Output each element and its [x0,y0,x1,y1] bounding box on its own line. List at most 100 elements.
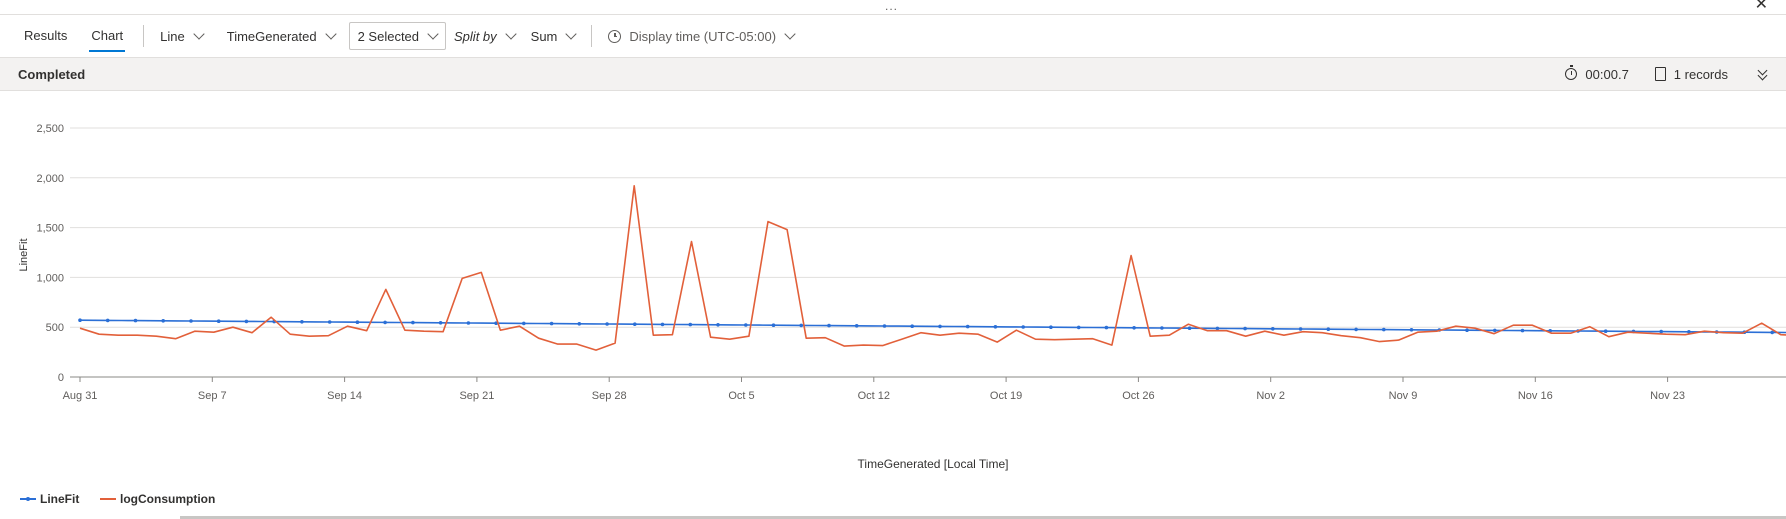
expand-chevron-icon[interactable] [1756,65,1770,81]
data-point [1187,326,1192,330]
chevron-down-icon [324,28,337,40]
legend-label-logconsumption: logConsumption [120,492,215,506]
chart-type-label: Line [160,28,185,44]
data-point [1021,325,1025,329]
x-axis-label: TimeGenerated [Local Time] [858,457,1009,471]
aggregation-label: Sum [530,28,558,44]
window-top-strip: ... ✕ [0,0,1786,15]
data-point [1493,328,1497,333]
data-point [300,320,304,324]
y-tick-label: 0 [58,372,64,384]
data-point [411,320,415,325]
data-point [1049,325,1053,329]
data-point [133,318,138,323]
y-columns-dropdown[interactable]: 2 Selected [348,22,447,50]
split-by-label: Split by [454,28,497,44]
data-point [938,324,942,329]
data-point [744,323,748,327]
data-point [438,321,443,325]
x-tick-label: Nov 9 [1389,390,1418,402]
data-point [1326,327,1331,331]
y-tick-label: 1,000 [36,272,64,284]
data-point [799,323,803,328]
data-point [1354,327,1358,332]
series-line-logconsumption [79,185,1786,351]
aggregation-dropdown[interactable]: Sum [523,22,584,50]
x-tick-label: Oct 5 [728,390,754,402]
close-icon[interactable]: ✕ [1754,0,1768,13]
data-point [1132,326,1136,330]
chart-area: 0 500 1,000 1,500 2,000 2,500 Aug 31 Sep 7 Sep … [0,92,1786,512]
chevron-down-icon [193,28,205,40]
data-point [466,321,471,325]
legend-item-logconsumption[interactable]: logConsumption [100,492,215,506]
data-point [383,320,387,325]
x-tick-label: Sep 28 [592,390,627,402]
data-point [244,319,249,324]
data-point [522,321,526,326]
toolbar-divider [591,25,593,47]
data-point [1215,326,1220,331]
display-time-label: Display time (UTC-05:00) [629,28,777,44]
data-point [1520,328,1525,333]
data-point [1770,330,1774,335]
data-point [161,319,165,323]
horizontal-scrollbar[interactable] [180,516,1786,519]
y-tick-label: 2,000 [36,173,64,185]
data-point [355,320,360,324]
data-point [827,323,831,328]
y-axis-ticks: 0 500 1,000 1,500 2,000 2,500 [36,123,64,384]
x-axis-ticks: Aug 31 Sep 7 Sep 14 Sep 21 Sep 28 Oct 5 Oct 12… [63,377,1685,402]
y-tick-label: 2,500 [36,123,64,135]
data-point [993,325,998,329]
chevron-down-icon [784,28,796,40]
x-column-label: TimeGenerated [226,28,317,44]
data-point [1409,328,1414,332]
tab-chart[interactable]: Chart [79,18,135,54]
data-point [1382,327,1386,332]
legend-item-linefit[interactable]: LineFit [20,492,79,506]
query-status-bar: Completed 00:00.7 1 records [0,57,1786,91]
chart-toolbar: Results Chart Line TimeGenerated 2 Selec… [0,18,1786,54]
line-chart: 0 500 1,000 1,500 2,000 2,500 Aug 31 Sep 7 Sep … [18,123,1786,506]
display-time-dropdown[interactable]: Display time (UTC-05:00) [600,22,802,50]
data-point [771,323,776,327]
data-point [1687,330,1691,334]
chevron-down-icon [504,28,517,40]
data-point [78,318,82,322]
stopwatch-icon [1565,65,1578,80]
data-point [1298,327,1303,331]
series-line-linefit [79,319,1786,334]
document-icon [1654,67,1666,81]
data-point [577,322,582,326]
status-text: Completed [18,66,86,82]
x-tick-label: Oct 19 [990,390,1022,402]
data-point [688,322,693,327]
x-tick-label: Sep 14 [327,390,362,402]
data-point [605,322,609,326]
data-point [1659,329,1663,334]
chart-series [78,185,1786,351]
x-tick-label: Aug 31 [63,390,98,402]
clock-icon [608,29,622,43]
x-tick-label: Oct 12 [858,390,890,402]
record-count: 1 records [1673,66,1728,82]
data-point [854,324,859,328]
data-point [882,324,887,328]
data-point [1160,326,1164,330]
x-tick-label: Sep 7 [198,390,227,402]
data-point [1076,325,1081,330]
chevron-down-icon [427,28,439,40]
data-point [1603,329,1608,333]
data-point [549,321,554,326]
tab-results[interactable]: Results [24,28,68,43]
chart-legend: LineFit logConsumption [20,492,215,506]
data-point [633,322,637,326]
split-by-dropdown[interactable]: Split by [446,22,523,50]
resize-grip-icon[interactable]: ... [885,0,899,13]
x-tick-label: Nov 16 [1518,390,1553,402]
y-tick-label: 1,500 [36,223,64,235]
query-duration: 00:00.7 [1585,66,1629,82]
chart-type-dropdown[interactable]: Line [152,22,211,50]
x-column-dropdown[interactable]: TimeGenerated [219,22,343,50]
